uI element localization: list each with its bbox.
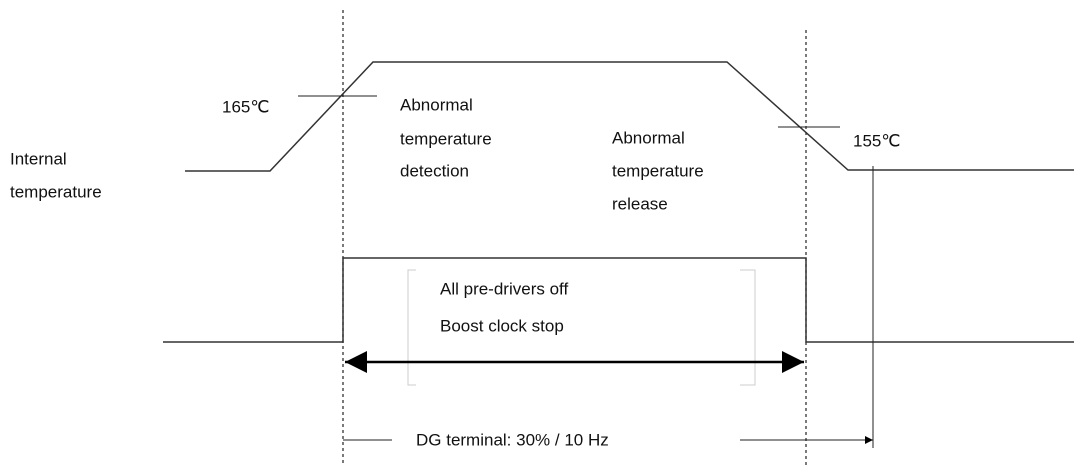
event-label: temperature bbox=[612, 161, 704, 180]
bracket bbox=[740, 269, 756, 386]
event-label: Abnormal bbox=[612, 128, 685, 147]
threshold-label: 155℃ bbox=[853, 131, 900, 150]
action-label: All pre-drivers off bbox=[440, 279, 568, 298]
signal-label: Internal bbox=[10, 149, 67, 168]
event-label: detection bbox=[400, 161, 469, 180]
dg-label: DG terminal: 30% / 10 Hz bbox=[416, 430, 609, 449]
event-label: release bbox=[612, 194, 668, 213]
output-waveform bbox=[163, 257, 1074, 343]
event-label: temperature bbox=[400, 129, 492, 148]
action-label: Boost clock stop bbox=[440, 316, 564, 335]
bracket bbox=[407, 269, 416, 386]
temperature-waveform bbox=[185, 61, 1074, 172]
threshold-label: 165℃ bbox=[222, 97, 269, 116]
signal-label: temperature bbox=[10, 182, 102, 201]
event-label: Abnormal bbox=[400, 95, 473, 114]
